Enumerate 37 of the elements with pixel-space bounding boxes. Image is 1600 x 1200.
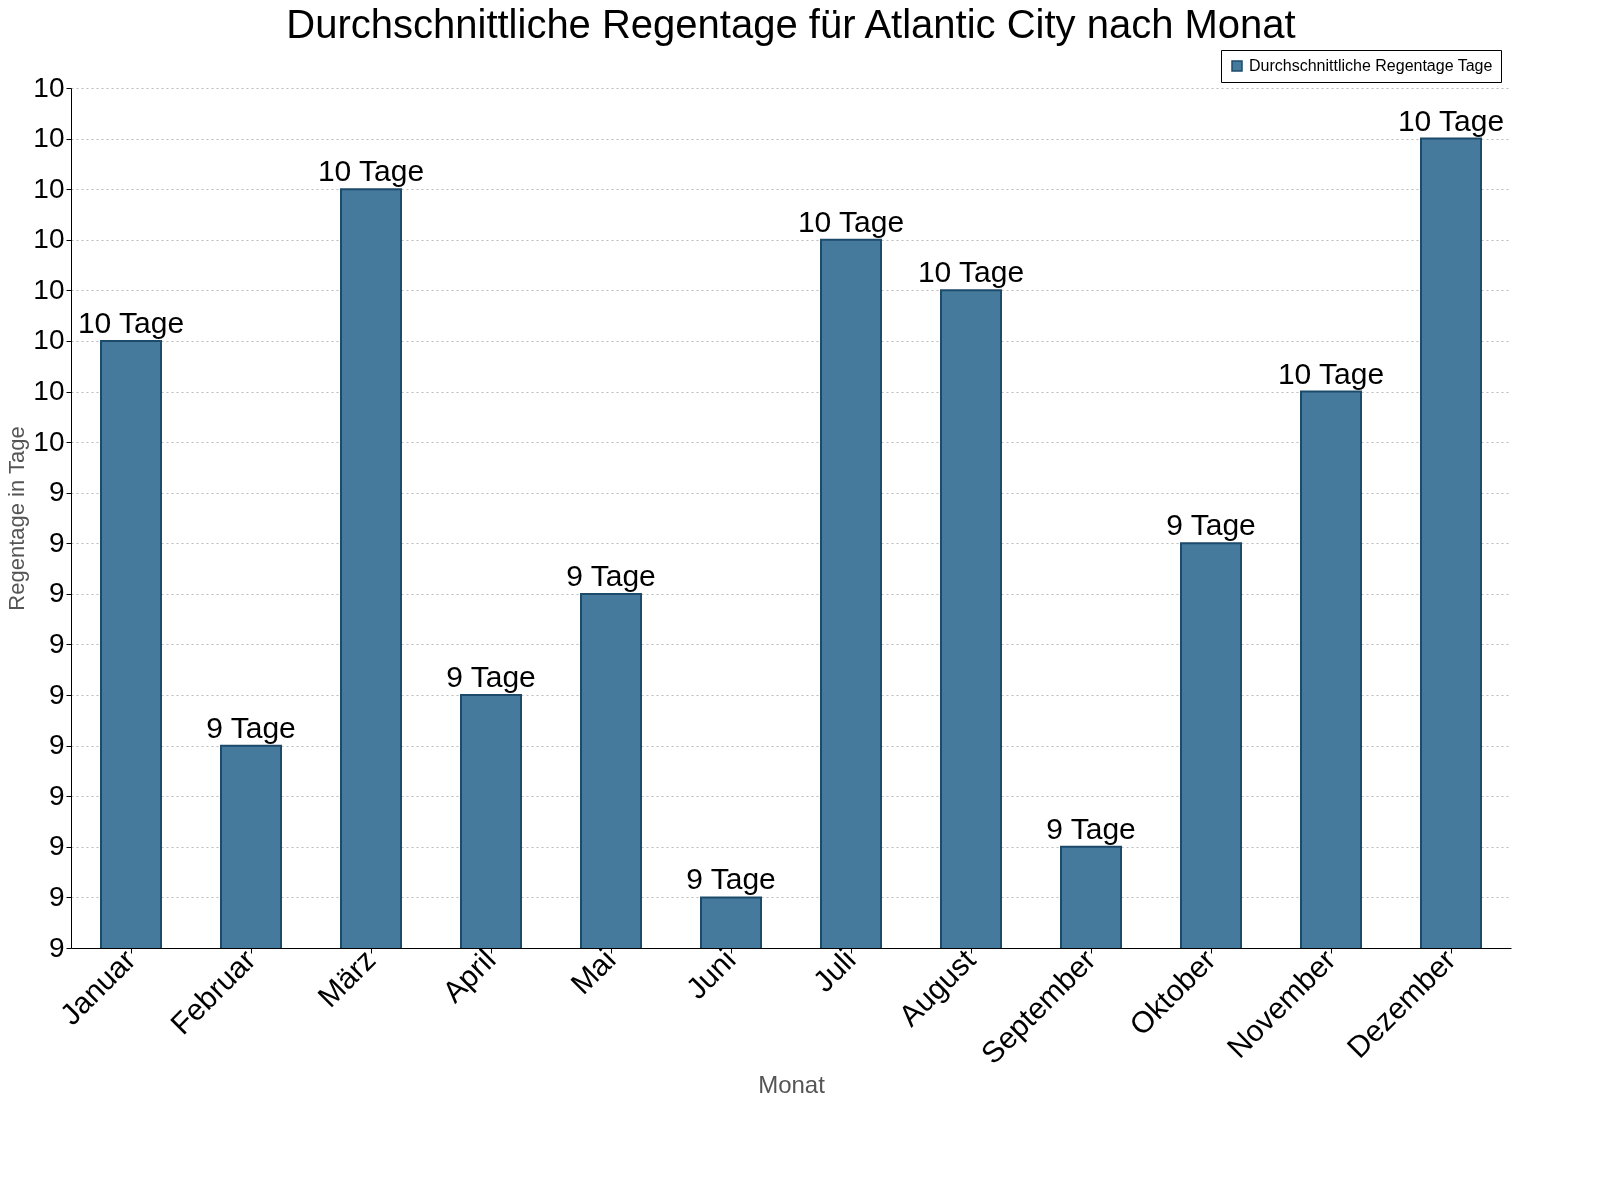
y-tick-label: 10: [33, 425, 65, 457]
y-tick-label: 9: [48, 526, 65, 558]
x-tick-label: Mai: [564, 942, 622, 1001]
y-tick-label: 10: [33, 273, 65, 305]
y-tick-label: 9: [48, 627, 65, 659]
data-label: 10 Tage: [1277, 356, 1385, 390]
data-label: 10 Tage: [1397, 103, 1505, 137]
data-label: 9 Tage: [566, 558, 656, 592]
data-label: 9 Tage: [206, 710, 296, 744]
x-tick-label: Juli: [806, 942, 862, 998]
data-label: 9 Tage: [1166, 508, 1256, 542]
data-label: 9 Tage: [1046, 811, 1136, 845]
data-label: 9 Tage: [686, 862, 776, 896]
y-tick-label: 9: [48, 830, 65, 862]
data-label: 10 Tage: [917, 255, 1025, 289]
data-label: 9 Tage: [446, 660, 536, 694]
y-tick-label: 9: [48, 577, 65, 609]
y-tick-label: 10: [33, 223, 65, 255]
y-tick-label: 9: [48, 476, 65, 508]
y-tick-label: 9: [48, 779, 65, 811]
legend-label: Durchschnittliche Regentage Tage: [1249, 57, 1493, 74]
y-tick-label: 10: [33, 71, 65, 103]
y-tick-label: 10: [33, 324, 65, 356]
chart-title: Durchschnittliche Regentage für Atlantic City nach Monat: [286, 1, 1296, 46]
y-tick-label: 9: [48, 678, 65, 710]
data-label: 10 Tage: [77, 305, 185, 339]
y-tick-label: 9: [48, 880, 65, 912]
y-tick-label: 10: [33, 375, 65, 407]
y-tick-label: 9: [48, 931, 65, 963]
data-label: 10 Tage: [317, 154, 425, 188]
y-tick-label: 10: [33, 122, 65, 154]
y-axis-title: Regentage in Tage: [4, 426, 30, 611]
x-tick-label: Juni: [679, 942, 742, 1006]
x-axis-title: Monat: [758, 1070, 826, 1098]
y-tick-label: 9: [48, 729, 65, 761]
data-label: 10 Tage: [797, 204, 905, 238]
y-tick-label: 10: [33, 172, 65, 204]
